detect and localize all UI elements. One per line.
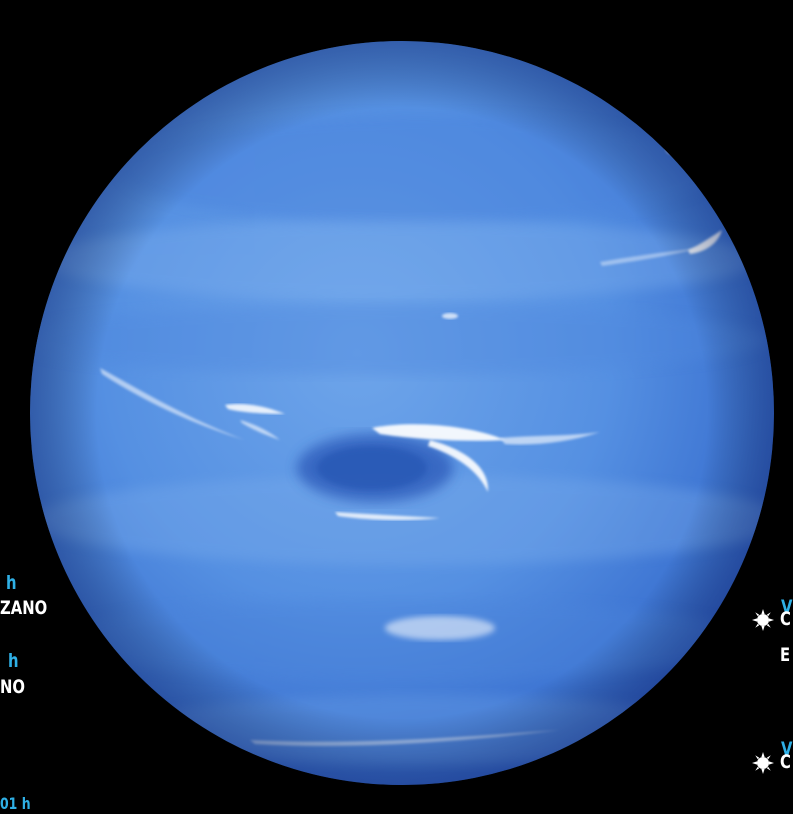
left-label-3-accent: 01 h	[0, 794, 31, 813]
right-label-1-text2: E	[780, 644, 791, 666]
right-label-2-text: C	[780, 751, 791, 773]
left-label-1-text: ZANO	[0, 597, 48, 619]
sun-icon	[752, 609, 774, 631]
neptune-planet	[30, 41, 774, 785]
left-label-1-accent: h	[6, 572, 17, 594]
right-label-2-accent: V	[781, 738, 793, 760]
sun-icon	[752, 752, 774, 774]
right-label-1-text: C	[780, 608, 791, 630]
left-label-2-text: NO	[0, 676, 26, 698]
right-label-1-accent: V	[781, 596, 793, 618]
left-label-2-accent: h	[8, 650, 19, 672]
